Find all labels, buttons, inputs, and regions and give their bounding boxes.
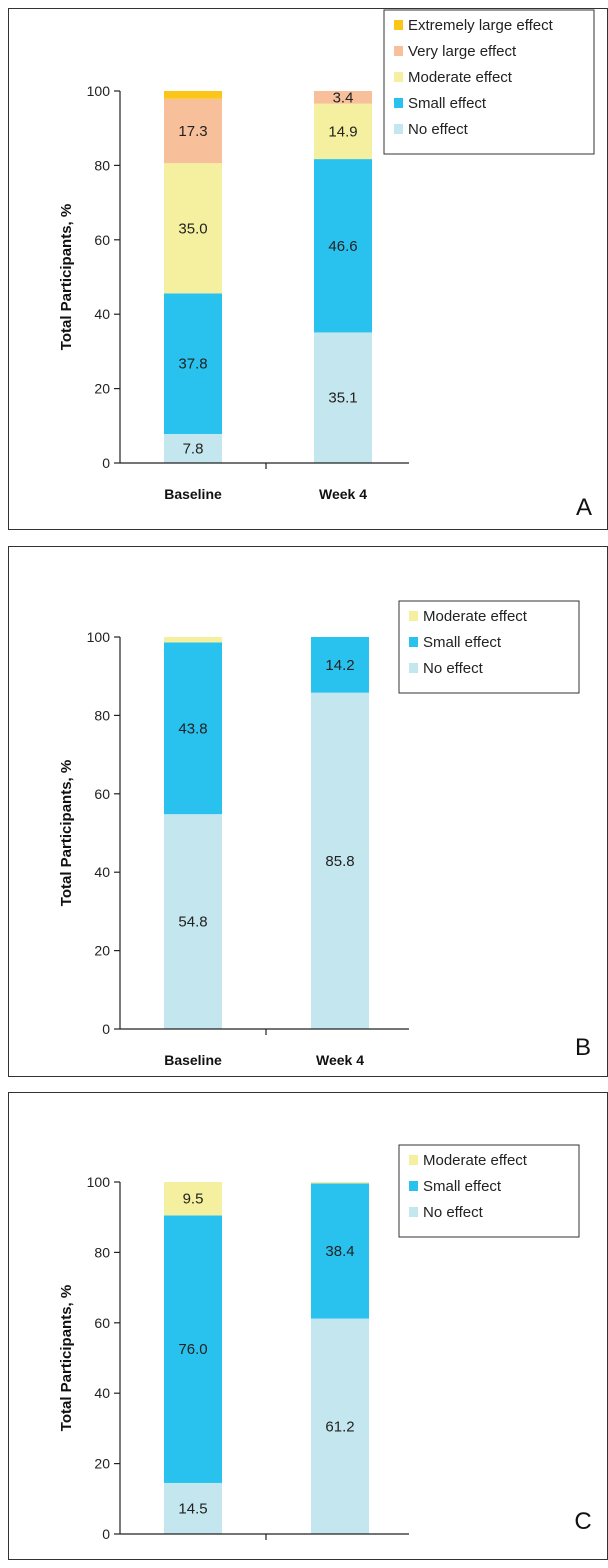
- data-label-a-0-0: 7.8: [183, 440, 204, 457]
- legend-swatch-a-2: [394, 72, 403, 82]
- y-tick-label-c-40: 40: [94, 1385, 110, 1401]
- bar-c-baseline-no-effect: [164, 1482, 222, 1534]
- bar-b-baseline-moderate-effect: [164, 637, 222, 643]
- bar-a-week-4-very-large-effect: [314, 91, 372, 104]
- data-label-b-1-1: 14.2: [325, 657, 354, 674]
- y-tick-label-b-40: 40: [94, 864, 110, 880]
- legend-label-c-1: Small effect: [423, 1178, 502, 1195]
- legend-label-b-1: Small effect: [423, 634, 502, 651]
- legend-label-a-0: Extremely large effect: [408, 17, 554, 34]
- legend-label-b-2: No effect: [423, 660, 484, 677]
- bar-b-baseline-small-effect: [164, 642, 222, 815]
- legend-swatch-b-2: [409, 663, 418, 673]
- panel-letter-a: A: [576, 494, 592, 521]
- data-label-c-1-0: 61.2: [325, 1418, 354, 1435]
- panel-letter-c: C: [574, 1508, 591, 1535]
- bar-b-baseline-no-effect: [164, 814, 222, 1029]
- legend-swatch-a-3: [394, 98, 403, 108]
- chart-b-svg: 54.8 43.8 85.8 14.2 0 20 40 60 80 100 Baseline Week…: [58, 600, 591, 1068]
- x-tick-label-c-1: Week 4: [316, 1557, 364, 1559]
- y-axis-label-c: Total Participants, %: [58, 1285, 75, 1431]
- y-tick-label-b-100: 100: [87, 629, 111, 645]
- data-label-a-1-2: 14.9: [328, 123, 357, 140]
- bar-a-baseline-no-effect: [164, 433, 222, 463]
- y-axis-label-b: Total Participants, %: [58, 760, 75, 906]
- x-tick-label-a-1: Week 4: [319, 486, 367, 502]
- y-tick-label-b-0: 0: [102, 1021, 110, 1037]
- chart-panel-b: 54.8 43.8 85.8 14.2 0 20 40 60 80 100 Baseline Week…: [8, 546, 608, 1077]
- bar-a-week-4-no-effect: [314, 332, 372, 463]
- data-label-c-0-1: 76.0: [178, 1341, 207, 1358]
- bar-c-baseline-small-effect: [164, 1215, 222, 1483]
- legend-swatch-b-0: [409, 611, 418, 621]
- y-tick-label-a-80: 80: [94, 157, 110, 173]
- legend-swatch-a-1: [394, 46, 403, 56]
- bar-b-week-4-no-effect: [311, 692, 369, 1029]
- y-tick-label-c-20: 20: [94, 1456, 110, 1472]
- legend-c: [398, 1144, 580, 1238]
- data-label-a-0-1: 37.8: [178, 356, 207, 373]
- y-tick-label-a-20: 20: [94, 381, 110, 397]
- data-label-c-0-2: 9.5: [183, 1191, 204, 1208]
- data-label-c-0-0: 14.5: [178, 1500, 207, 1517]
- bar-c-week-4-small-effect: [311, 1183, 369, 1319]
- x-tick-label-b-1: Week 4: [316, 1052, 364, 1068]
- data-label-c-1-1: 38.4: [325, 1243, 354, 1260]
- legend-label-a-3: Small effect: [408, 95, 487, 112]
- y-tick-label-a-40: 40: [94, 306, 110, 322]
- legend-swatch-c-1: [409, 1181, 418, 1191]
- data-label-a-0-2: 35.0: [178, 220, 207, 237]
- legend-b: [398, 600, 580, 694]
- y-tick-label-a-60: 60: [94, 232, 110, 248]
- x-tick-label-c-0: Baseline: [164, 1557, 222, 1559]
- x-tick-label-a-0: Baseline: [164, 486, 222, 502]
- legend-label-a-2: Moderate effect: [408, 69, 513, 86]
- bar-a-week-4-small-effect: [314, 159, 372, 333]
- y-tick-label-b-20: 20: [94, 943, 110, 959]
- y-tick-label-a-100: 100: [87, 83, 111, 99]
- bar-c-week-4-no-effect: [311, 1318, 369, 1534]
- legend-label-a-1: Very large effect: [408, 43, 517, 60]
- y-tick-label-b-60: 60: [94, 786, 110, 802]
- bar-a-week-4-moderate-effect: [314, 103, 372, 160]
- bar-a-baseline-moderate-effect: [164, 163, 222, 294]
- x-tick-label-b-0: Baseline: [164, 1052, 222, 1068]
- bar-c-week-4-moderate-effect: [311, 1182, 369, 1184]
- y-tick-label-a-0: 0: [102, 455, 110, 471]
- panel-letter-b: B: [575, 1034, 591, 1061]
- legend-swatch-b-1: [409, 637, 418, 647]
- data-label-a-0-3: 17.3: [178, 123, 207, 140]
- chart-c-svg: 14.5 76.0 9.5 61.2 38.4 0 20 40 60 80 100 Baseline W…: [58, 1144, 592, 1559]
- data-label-b-0-1: 43.8: [178, 720, 207, 737]
- data-label-a-1-1: 46.6: [328, 238, 357, 255]
- legend-label-b-0: Moderate effect: [423, 608, 528, 625]
- data-label-b-1-0: 85.8: [325, 853, 354, 870]
- legend-label-c-2: No effect: [423, 1204, 484, 1221]
- chart-a-svg: 7.8 37.8 35.0 17.3 35.1 46.6 14.9 3.4 0 20 40 60 80 1…: [58, 9, 595, 521]
- y-tick-label-b-80: 80: [94, 707, 110, 723]
- bar-a-baseline-small-effect: [164, 293, 222, 434]
- legend-swatch-c-0: [409, 1155, 418, 1165]
- y-tick-label-c-0: 0: [102, 1526, 110, 1542]
- y-tick-label-c-60: 60: [94, 1315, 110, 1331]
- data-label-a-1-0: 35.1: [328, 390, 357, 407]
- y-axis-label-a: Total Participants, %: [58, 204, 75, 350]
- bar-a-baseline-very-large-effect: [164, 98, 222, 164]
- bar-b-week-4-small-effect: [311, 637, 369, 693]
- legend-swatch-a-0: [394, 20, 403, 30]
- chart-panel-c: 14.5 76.0 9.5 61.2 38.4 0 20 40 60 80 100 Baseline W…: [8, 1092, 608, 1560]
- y-tick-label-c-100: 100: [87, 1174, 111, 1190]
- legend-label-c-0: Moderate effect: [423, 1152, 528, 1169]
- y-tick-label-c-80: 80: [94, 1244, 110, 1260]
- bar-c-baseline-moderate-effect: [164, 1182, 222, 1216]
- legend-swatch-c-2: [409, 1207, 418, 1217]
- chart-panel-a: 7.8 37.8 35.0 17.3 35.1 46.6 14.9 3.4 0 20 40 60 80 1…: [8, 8, 608, 530]
- legend-label-a-4: No effect: [408, 121, 469, 138]
- legend-swatch-a-4: [394, 124, 403, 134]
- data-label-b-0-0: 54.8: [178, 914, 207, 931]
- data-label-a-1-3: 3.4: [333, 89, 354, 106]
- bar-a-baseline-extremely-large-effect: [164, 91, 222, 99]
- legend-a: [383, 9, 595, 155]
